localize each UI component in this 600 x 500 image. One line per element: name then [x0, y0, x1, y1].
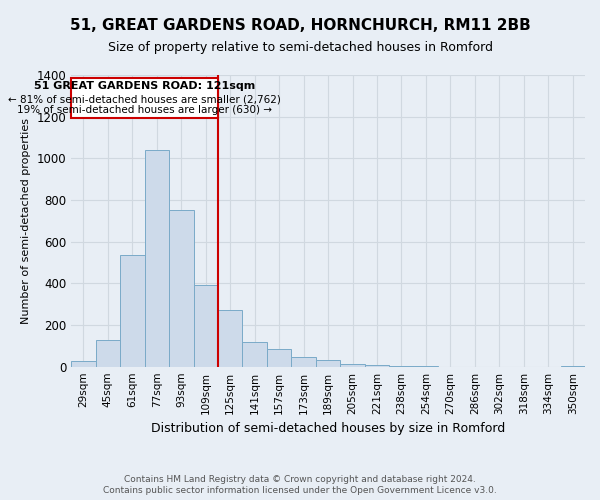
Bar — [365, 365, 389, 366]
Bar — [194, 286, 218, 366]
FancyBboxPatch shape — [71, 78, 218, 118]
Text: 51, GREAT GARDENS ROAD, HORNCHURCH, RM11 2BB: 51, GREAT GARDENS ROAD, HORNCHURCH, RM11… — [70, 18, 530, 32]
Bar — [71, 362, 95, 366]
Bar — [292, 358, 316, 366]
Text: Contains HM Land Registry data © Crown copyright and database right 2024.: Contains HM Land Registry data © Crown c… — [124, 475, 476, 484]
Text: Contains public sector information licensed under the Open Government Licence v3: Contains public sector information licen… — [103, 486, 497, 495]
Y-axis label: Number of semi-detached properties: Number of semi-detached properties — [21, 118, 31, 324]
Bar — [218, 310, 242, 366]
Bar — [169, 210, 194, 366]
Bar — [120, 255, 145, 366]
X-axis label: Distribution of semi-detached houses by size in Romford: Distribution of semi-detached houses by … — [151, 422, 505, 435]
Text: Size of property relative to semi-detached houses in Romford: Size of property relative to semi-detach… — [107, 41, 493, 54]
Text: 51 GREAT GARDENS ROAD: 121sqm: 51 GREAT GARDENS ROAD: 121sqm — [34, 82, 255, 92]
Bar — [316, 360, 340, 366]
Text: ← 81% of semi-detached houses are smaller (2,762): ← 81% of semi-detached houses are smalle… — [8, 94, 281, 104]
Bar — [340, 364, 365, 366]
Text: 19% of semi-detached houses are larger (630) →: 19% of semi-detached houses are larger (… — [17, 106, 272, 116]
Bar — [95, 340, 120, 366]
Bar — [267, 349, 292, 366]
Bar — [242, 342, 267, 366]
Bar — [145, 150, 169, 366]
